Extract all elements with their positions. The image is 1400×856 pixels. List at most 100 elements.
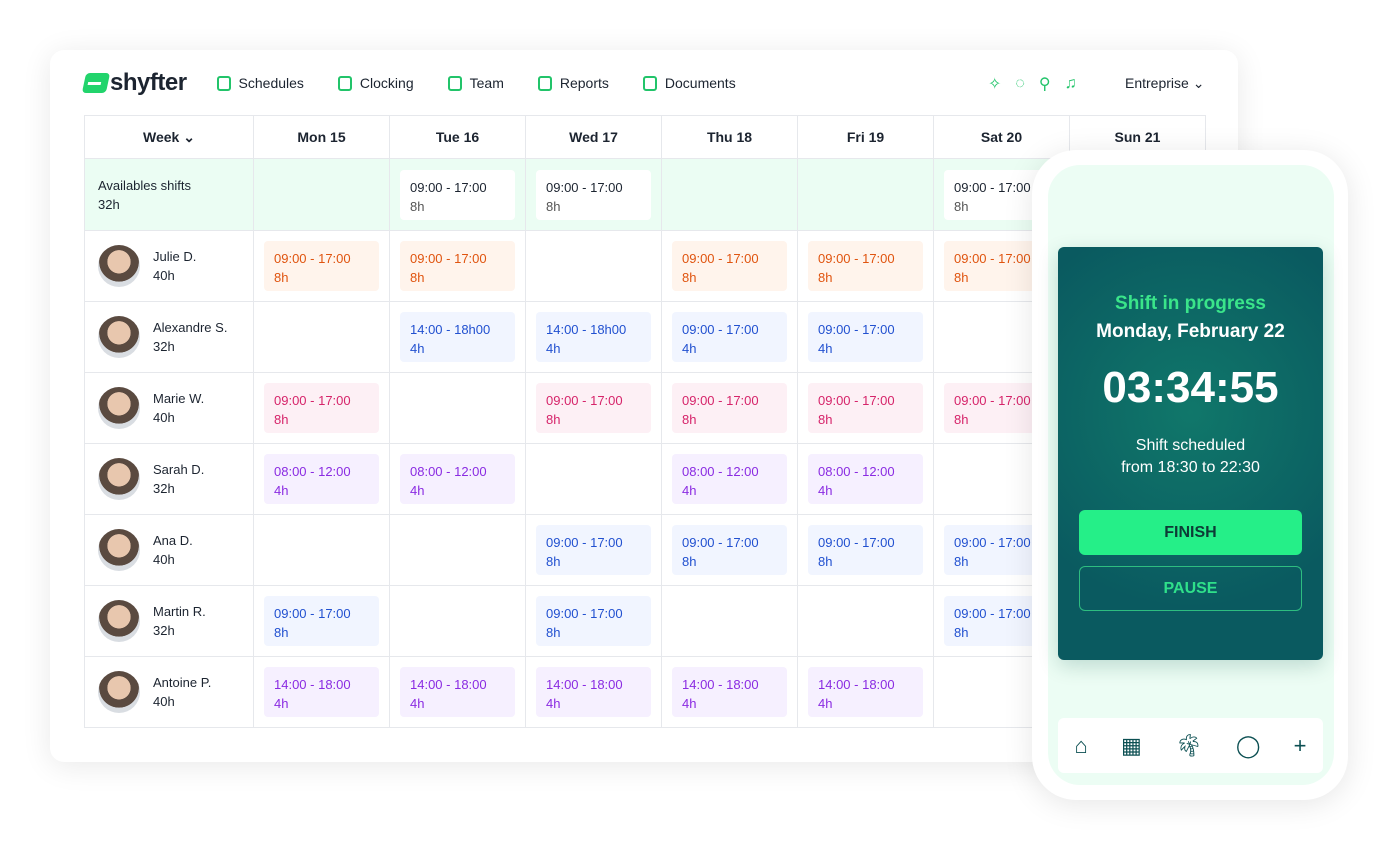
shift-chip[interactable]: 14:00 - 18h00 4h [536,312,651,362]
day-cell[interactable]: 08:00 - 12:00 4h [253,443,390,515]
palm-tree-icon[interactable]: 🌴︎ [1174,732,1203,758]
logo[interactable]: shyfter [81,69,187,97]
nav-team[interactable]: Team [447,75,504,91]
day-cell[interactable]: 14:00 - 18:00 4h [525,656,662,728]
employee-name: Julie D. [153,249,197,264]
day-cell[interactable]: 08:00 - 12:00 4h [389,443,526,515]
shift-chip[interactable]: 09:00 - 17:00 8h [672,525,787,575]
day-cell[interactable]: 09:00 - 17:00 8h [525,585,662,657]
schedule-line: from 18:30 to 22:30 [1121,459,1260,476]
day-cell[interactable] [525,230,662,302]
day-cell[interactable]: 09:00 - 17:00 8h [389,230,526,302]
shift-chip[interactable]: 09:00 - 17:00 8h [536,525,651,575]
day-cell[interactable]: 09:00 - 17:00 8h [525,158,662,231]
employee-cell[interactable]: Alexandre S. 32h [84,301,254,373]
employee-cell[interactable]: Julie D. 40h [84,230,254,302]
day-cell[interactable]: 14:00 - 18:00 4h [253,656,390,728]
shift-chip[interactable]: 09:00 - 17:00 8h [808,383,923,433]
shift-chip[interactable]: 09:00 - 17:00 8h [536,596,651,646]
shift-chip[interactable]: 09:00 - 17:00 4h [808,312,923,362]
pause-button[interactable]: PAUSE [1079,566,1302,611]
day-cell[interactable] [525,443,662,515]
day-cell[interactable] [389,585,526,657]
account-dropdown[interactable]: Entreprise ⌄ [1125,75,1204,92]
day-cell[interactable]: 14:00 - 18:00 4h [661,656,798,728]
day-cell[interactable]: 09:00 - 17:00 8h [253,230,390,302]
day-cell[interactable] [661,158,798,231]
employee-cell[interactable]: Ana D. 40h [84,514,254,586]
employee-cell[interactable]: Sarah D. 32h [84,443,254,515]
day-cell[interactable]: 09:00 - 17:00 8h [525,514,662,586]
day-cell[interactable]: 09:00 - 17:00 8h [797,372,934,444]
shift-chip[interactable]: 14:00 - 18:00 4h [264,667,379,717]
shift-chip[interactable]: 08:00 - 12:00 4h [808,454,923,504]
chat-icon[interactable]: ◯ [1235,732,1261,758]
shift-chip[interactable]: 09:00 - 17:00 4h [672,312,787,362]
day-cell[interactable] [253,514,390,586]
shift-chip[interactable]: 09:00 - 17:00 8h [808,241,923,291]
day-cell[interactable]: 09:00 - 17:00 4h [797,301,934,373]
nav-clocking[interactable]: Clocking [337,75,414,91]
shift-chip[interactable]: 09:00 - 17:00 8h [400,169,515,220]
shift-chip[interactable]: 09:00 - 17:00 8h [264,383,379,433]
search-icon[interactable]: ⚲ [1038,76,1051,93]
employee-cell[interactable]: Marie W. 40h [84,372,254,444]
employee-cell[interactable]: Martin R. 32h [84,585,254,657]
shift-chip[interactable]: 14:00 - 18h00 4h [400,312,515,362]
shift-chip[interactable]: 08:00 - 12:00 4h [264,454,379,504]
day-cell[interactable]: 09:00 - 17:00 8h [797,514,934,586]
day-header: Mon 15 [253,115,390,159]
day-cell[interactable] [389,514,526,586]
shift-chip[interactable]: 08:00 - 12:00 4h [672,454,787,504]
shift-chip[interactable]: 09:00 - 17:00 8h [264,241,379,291]
sparkle-icon[interactable]: ✧ [988,76,1002,93]
shift-chip[interactable]: 14:00 - 18:00 4h [400,667,515,717]
day-cell[interactable]: 14:00 - 18:00 4h [389,656,526,728]
day-cell[interactable]: 09:00 - 17:00 8h [797,230,934,302]
day-cell[interactable]: 14:00 - 18h00 4h [389,301,526,373]
day-cell[interactable]: 09:00 - 17:00 8h [253,372,390,444]
shift-chip[interactable]: 14:00 - 18:00 4h [672,667,787,717]
bell-icon[interactable]: ♫ [1064,75,1077,92]
shift-chip[interactable]: 09:00 - 17:00 8h [536,383,651,433]
finish-button[interactable]: FINISH [1079,510,1302,555]
nav-documents[interactable]: Documents [642,75,736,91]
day-cell[interactable]: 09:00 - 17:00 8h [253,585,390,657]
plus-icon[interactable]: + [1293,732,1307,758]
week-selector[interactable]: Week ⌄ [84,115,254,159]
day-cell[interactable] [253,301,390,373]
day-cell[interactable] [389,372,526,444]
day-cell[interactable] [797,158,934,231]
shift-chip[interactable]: 14:00 - 18:00 4h [808,667,923,717]
shift-chip[interactable]: 09:00 - 17:00 8h [808,525,923,575]
shift-chip[interactable]: 14:00 - 18:00 4h [536,667,651,717]
day-cell[interactable] [797,585,934,657]
shift-chip[interactable]: 09:00 - 17:00 8h [672,241,787,291]
shift-chip[interactable]: 09:00 - 17:00 8h [536,169,651,220]
day-cell[interactable]: 09:00 - 17:00 8h [525,372,662,444]
calendar-icon[interactable]: ▦ [1120,732,1142,758]
day-cell[interactable]: 14:00 - 18h00 4h [525,301,662,373]
shift-chip[interactable]: 09:00 - 17:00 8h [672,383,787,433]
shift-time: 14:00 - 18:00 [682,677,759,692]
day-cell[interactable]: 09:00 - 17:00 8h [661,372,798,444]
shift-chip[interactable]: 08:00 - 12:00 4h [400,454,515,504]
header-row: Week ⌄ Mon 15 Tue 16 Wed 17 Thu 18 Fri 19 Sat … [84,115,1206,159]
employee-cell[interactable]: Antoine P. 40h [84,656,254,728]
day-cell[interactable]: 08:00 - 12:00 4h [661,443,798,515]
nav-schedules[interactable]: Schedules [216,75,304,91]
day-cell[interactable]: 09:00 - 17:00 4h [661,301,798,373]
day-cell[interactable]: 14:00 - 18:00 4h [797,656,934,728]
chat-icon[interactable]: ◌ [1015,75,1025,92]
day-cell[interactable] [661,585,798,657]
home-icon[interactable]: ⌂ [1074,732,1088,758]
nav-reports[interactable]: Reports [537,75,609,91]
shift-chip[interactable]: 09:00 - 17:00 8h [400,241,515,291]
shift-duration: 8h [274,625,289,640]
day-cell[interactable]: 09:00 - 17:00 8h [389,158,526,231]
shift-chip[interactable]: 09:00 - 17:00 8h [264,596,379,646]
day-cell[interactable] [253,158,390,231]
day-cell[interactable]: 08:00 - 12:00 4h [797,443,934,515]
day-cell[interactable]: 09:00 - 17:00 8h [661,230,798,302]
day-cell[interactable]: 09:00 - 17:00 8h [661,514,798,586]
